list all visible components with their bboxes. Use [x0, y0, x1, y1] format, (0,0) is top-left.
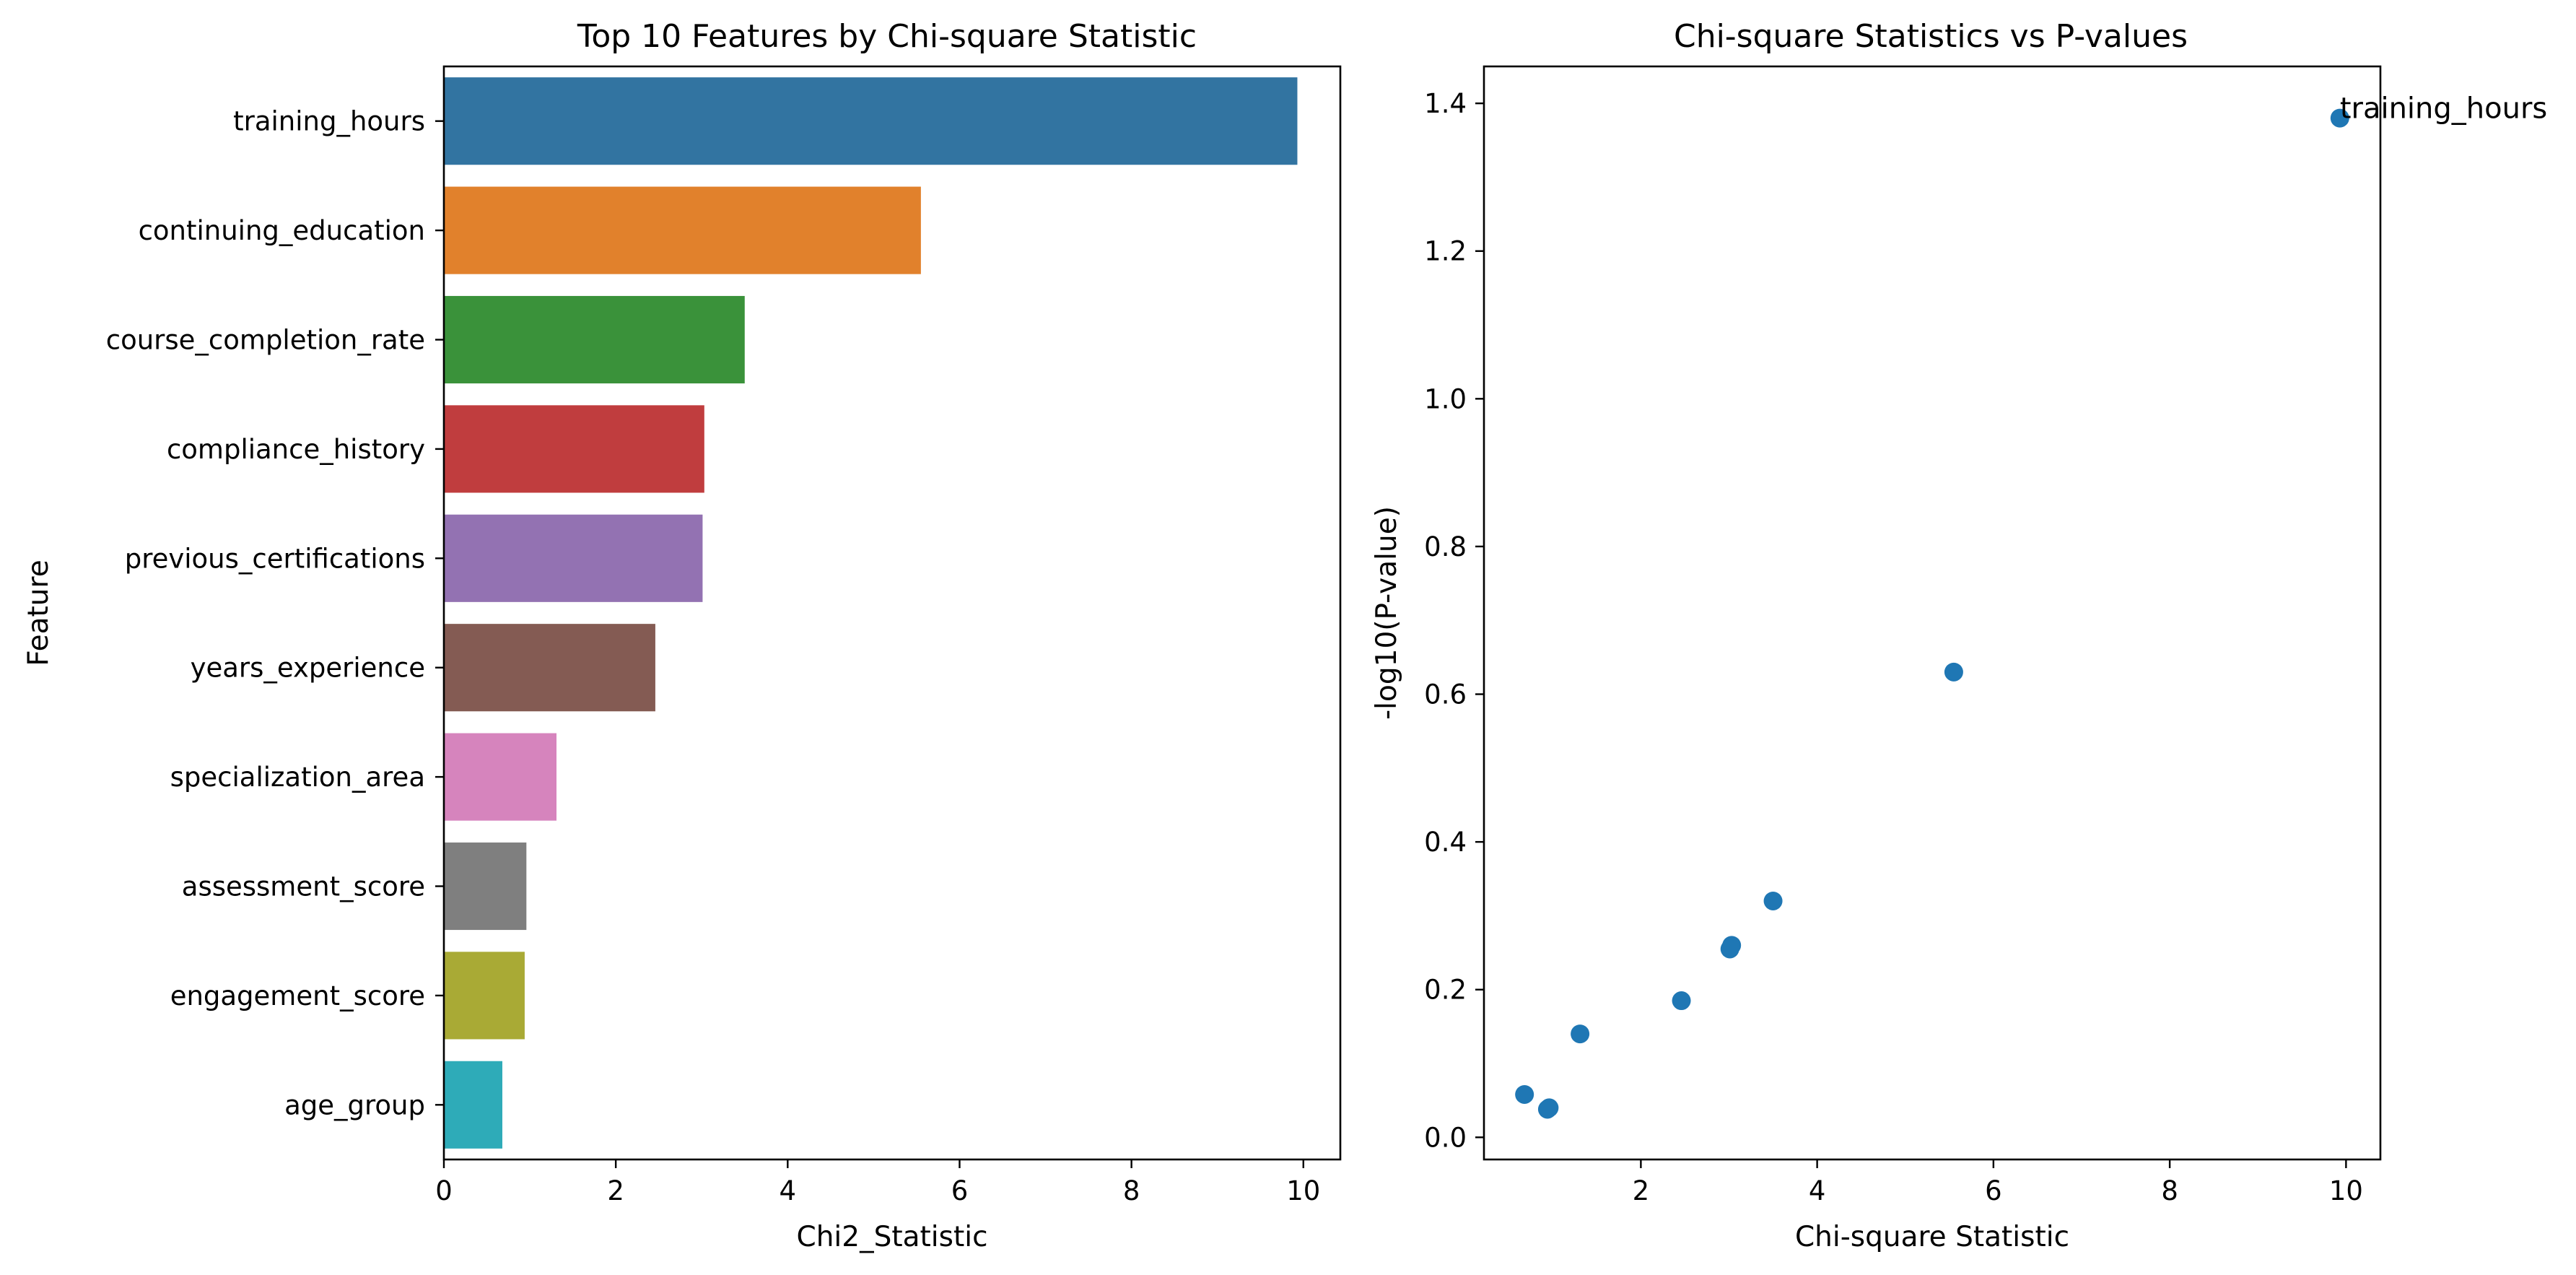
scatter-chart-y-axis-label: -log10(P-value)	[1371, 506, 1403, 720]
x-tick-label: 4	[780, 1175, 797, 1206]
bar-course-completion-rate	[444, 295, 745, 384]
scatter-point	[1515, 1084, 1534, 1104]
y-tick-label: previous_certifications	[125, 543, 425, 574]
x-tick-label: 2	[1633, 1175, 1650, 1206]
y-tick-label: compliance_history	[167, 434, 425, 465]
bar-chart-frame	[442, 65, 1342, 1161]
y-tick-label: 0.8	[1424, 531, 1467, 562]
y-tick-label: engagement_score	[170, 980, 425, 1011]
x-tick-label: 2	[607, 1175, 624, 1206]
x-tick-label: 4	[1809, 1175, 1826, 1206]
scatter-point	[2330, 108, 2349, 128]
y-tick-label: training_hours	[233, 106, 425, 137]
y-tick-label: years_experience	[191, 653, 425, 684]
x-tick-label: 8	[2161, 1175, 2178, 1206]
y-tick-label: 1.4	[1424, 88, 1467, 119]
scatter-point	[1537, 1100, 1557, 1119]
scatter-point	[1672, 991, 1691, 1011]
bar-chart-y-axis-label: Feature	[22, 560, 55, 666]
scatter-point	[1944, 662, 1963, 682]
y-tick-label: 0.2	[1424, 975, 1467, 1006]
x-tick-label: 8	[1123, 1175, 1140, 1206]
bar-chart: Top 10 Features by Chi-square Statistic …	[22, 18, 1342, 1253]
bar-compliance-history	[444, 405, 704, 493]
y-tick-label: course_completion_rate	[106, 325, 425, 356]
scatter-point	[1571, 1024, 1590, 1044]
bar-chart-x-axis-label: Chi2_Statistic	[796, 1221, 987, 1253]
point-annotation: training_hours	[2340, 92, 2547, 126]
y-tick-label: 0.6	[1424, 679, 1467, 710]
bar-age-group	[444, 1061, 502, 1149]
bar-engagement-score	[444, 952, 525, 1040]
y-tick-label: continuing_education	[139, 215, 425, 246]
scatter-chart-x-axis-label: Chi-square Statistic	[1795, 1221, 2069, 1253]
x-tick-label: 0	[435, 1175, 453, 1206]
bar-chart-plot-area: training_hours continuing_educationcourse…	[106, 77, 1320, 1206]
scatter-chart-title: Chi-square Statistics vs P-values	[1674, 18, 2188, 55]
scatter-chart-frame	[1483, 65, 2382, 1161]
scatter-point	[1763, 891, 1783, 910]
y-tick-label: 0.0	[1424, 1122, 1467, 1153]
bar-continuing-education	[444, 186, 921, 274]
y-tick-label: specialization_area	[170, 762, 425, 793]
bar-assessment-score	[444, 842, 527, 931]
bar-specialization-area	[444, 733, 556, 821]
y-tick-label: 1.0	[1424, 383, 1467, 414]
scatter-point	[1720, 939, 1739, 959]
y-tick-label: assessment_score	[182, 871, 425, 902]
bar-chart-title: Top 10 Features by Chi-square Statistic	[577, 18, 1197, 55]
y-tick-label: age_group	[284, 1089, 425, 1120]
bar-years-experience	[444, 624, 655, 712]
y-tick-label: 0.4	[1424, 827, 1467, 858]
scatter-chart: Chi-square Statistics vs P-values 2 4 6 8 10…	[1371, 18, 2547, 1253]
bar-training-hours	[444, 77, 1298, 165]
scatter-chart-plot-area: 2 4 6 8 10 0.0 0.2 0.4 0.6 0.8 1.0 1.2 1.4 training_h…	[1424, 88, 2547, 1206]
x-tick-label: 6	[951, 1175, 969, 1206]
y-tick-label: 1.2	[1424, 236, 1467, 267]
x-tick-label: 6	[1985, 1175, 2002, 1206]
x-tick-label: 10	[2329, 1175, 2363, 1206]
bar-previous-certifications	[444, 514, 703, 602]
x-tick-label: 10	[1286, 1175, 1320, 1206]
